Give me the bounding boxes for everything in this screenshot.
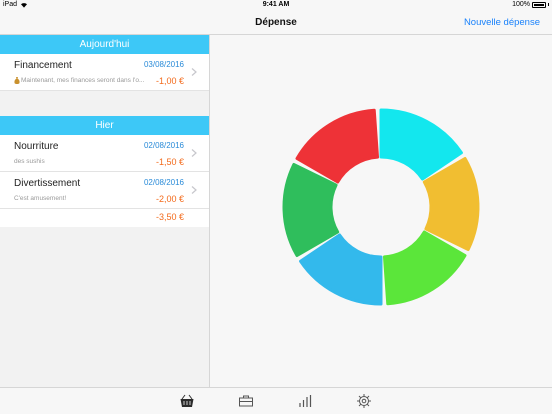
status-time: 9:41 AM bbox=[262, 1, 290, 8]
row-amount: -2,00 € bbox=[155, 194, 184, 204]
section-header-today: Aujourd'hui bbox=[0, 35, 209, 54]
donut-segment[interactable] bbox=[422, 157, 480, 252]
battery-percent: 100% bbox=[512, 1, 530, 8]
list-item[interactable]: Financement 03/08/2016 Maintenant, mes f… bbox=[0, 54, 209, 91]
row-amount: -1,00 € bbox=[155, 76, 184, 86]
expense-list: Aujourd'hui Financement 03/08/2016 Maint… bbox=[0, 35, 210, 387]
basket-icon[interactable] bbox=[179, 393, 195, 409]
chevron-right-icon bbox=[191, 68, 197, 76]
row-date: 02/08/2016 bbox=[143, 141, 184, 150]
chart-area bbox=[211, 35, 552, 387]
money-bag-icon bbox=[14, 77, 20, 84]
row-date: 03/08/2016 bbox=[143, 60, 184, 69]
bar-chart-icon[interactable] bbox=[297, 393, 313, 409]
row-title: Financement bbox=[14, 60, 72, 71]
gear-icon[interactable] bbox=[356, 393, 372, 409]
tab-bar bbox=[0, 387, 552, 414]
page-title: Dépense bbox=[255, 17, 297, 28]
row-amount: -1,50 € bbox=[155, 157, 184, 167]
section-total: -3,50 € bbox=[0, 209, 209, 227]
row-subtitle: des sushis bbox=[14, 158, 45, 165]
donut-segment[interactable] bbox=[282, 162, 340, 257]
new-expense-button[interactable]: Nouvelle dépense bbox=[463, 17, 540, 28]
list-item[interactable]: Divertissement 02/08/2016 C'est amusemen… bbox=[0, 172, 209, 209]
donut-segment[interactable] bbox=[295, 108, 380, 184]
wifi-icon bbox=[21, 2, 28, 8]
navigation-bar: Dépense Nouvelle dépense bbox=[0, 11, 552, 35]
donut-segment[interactable] bbox=[299, 233, 383, 306]
total-amount: -3,50 € bbox=[155, 212, 184, 222]
status-bar: iPad 9:41 AM 100% bbox=[0, 0, 552, 11]
donut-chart bbox=[282, 108, 480, 306]
device-label: iPad bbox=[3, 1, 18, 8]
row-title: Divertissement bbox=[14, 178, 81, 189]
briefcase-icon[interactable] bbox=[238, 393, 254, 409]
row-subtitle: C'est amusement! bbox=[14, 195, 67, 202]
donut-segment[interactable] bbox=[379, 108, 463, 181]
list-item[interactable]: Nourriture 02/08/2016 des sushis -1,50 € bbox=[0, 135, 209, 172]
row-date: 02/08/2016 bbox=[143, 178, 184, 187]
donut-segment[interactable] bbox=[382, 230, 467, 306]
row-title: Nourriture bbox=[14, 141, 59, 152]
section-header-yesterday: Hier bbox=[0, 116, 209, 135]
battery-icon bbox=[532, 1, 546, 8]
chevron-right-icon bbox=[191, 186, 197, 194]
row-subtitle: Maintenant, mes finances seront dans l'o… bbox=[21, 77, 145, 85]
chevron-right-icon bbox=[191, 149, 197, 157]
